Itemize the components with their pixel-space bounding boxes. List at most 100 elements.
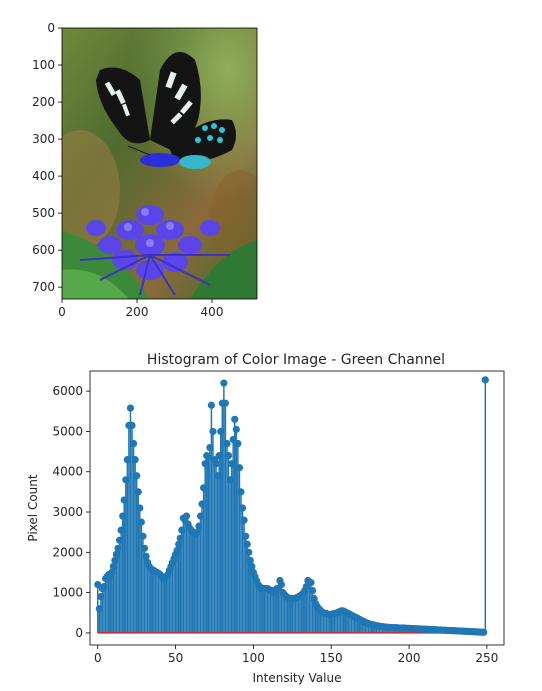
stem-marker — [195, 522, 203, 530]
x-axis-label: Intensity Value — [253, 671, 342, 685]
image-y-tick-label: 200 — [32, 95, 55, 109]
stem-marker — [182, 512, 191, 520]
y-tick-label: 0 — [75, 626, 83, 640]
stem-marker — [217, 427, 225, 436]
stem-marker — [112, 550, 121, 558]
stem-marker — [126, 404, 135, 412]
stem-marker — [95, 605, 103, 613]
image-x-tick-label: 0 — [58, 305, 66, 319]
stem-marker — [115, 536, 124, 544]
x-tick-label: 0 — [94, 651, 102, 665]
stem-marker — [232, 425, 240, 434]
stem-marker — [207, 401, 215, 409]
stem-marker — [97, 593, 105, 601]
y-tick-label: 2000 — [52, 545, 83, 559]
stem-marker — [142, 552, 150, 560]
stem-marker — [240, 516, 248, 524]
stem-marker — [224, 452, 233, 460]
stem-marker — [178, 526, 186, 534]
stem-marker — [220, 379, 228, 387]
stem-marker — [223, 439, 231, 448]
stem-marker — [193, 528, 201, 536]
stem-marker — [221, 399, 230, 407]
x-tick-label: 200 — [398, 651, 421, 665]
image-y-tick-label: 0 — [47, 21, 55, 35]
stem-marker — [206, 443, 214, 452]
plot-frame — [89, 370, 505, 646]
image-y-axis: 0 100 200 300 400 500 600 700 — [32, 21, 62, 294]
stem-marker — [137, 518, 145, 526]
stem-marker — [114, 544, 122, 552]
stem-marker — [235, 464, 244, 472]
x-tick-label: 250 — [475, 651, 498, 665]
stem-marker — [176, 534, 184, 542]
stem-marker — [238, 504, 247, 512]
stem-marker — [109, 562, 117, 571]
stem-marker — [111, 556, 119, 564]
stem-series — [97, 379, 487, 633]
stem-marker — [234, 439, 242, 448]
image-y-tick-label: 700 — [32, 280, 55, 294]
stem-marker — [215, 452, 223, 460]
stem-marker — [134, 488, 142, 496]
image-y-tick-label: 400 — [32, 169, 55, 183]
stem-marker — [122, 476, 130, 484]
stem-marker — [200, 484, 208, 492]
y-axis-label: Pixel Count — [26, 474, 40, 542]
stem-marker — [237, 488, 245, 496]
histogram-chart: Histogram of Color Image - Green Channel… — [26, 352, 505, 685]
x-tick-label: 100 — [242, 651, 265, 665]
stem-marker — [308, 587, 317, 595]
stem-marker — [173, 546, 181, 554]
image-x-tick-label: 400 — [201, 305, 224, 319]
stem-marker — [129, 439, 138, 448]
y-tick-label: 6000 — [52, 384, 83, 398]
image-y-tick-label: 600 — [32, 243, 55, 257]
stem-markers — [94, 376, 489, 636]
y-axis: 0 1000 2000 3000 4000 5000 6000 — [52, 384, 90, 640]
stem-marker — [248, 562, 256, 571]
stem-marker — [108, 568, 116, 577]
stem-marker — [209, 427, 217, 436]
stem-marker — [481, 376, 489, 384]
stem-marker — [119, 512, 127, 520]
y-tick-label: 5000 — [52, 424, 83, 438]
stem-marker — [307, 578, 315, 587]
y-tick-label: 1000 — [52, 586, 83, 600]
stem-marker — [120, 496, 128, 504]
image-y-tick-label: 100 — [32, 58, 55, 72]
y-tick-label: 4000 — [52, 465, 83, 479]
stem-marker — [140, 544, 149, 552]
stem-marker — [229, 435, 237, 444]
stem-marker — [139, 532, 147, 540]
stem-marker — [201, 460, 209, 468]
stem-marker — [242, 532, 250, 540]
stem-marker — [131, 456, 139, 464]
butterfly-image — [62, 28, 257, 299]
x-axis: 0 50 100 150 200 250 — [94, 645, 498, 665]
stem-marker — [123, 456, 131, 464]
stem-marker — [204, 454, 212, 462]
stem-marker — [480, 628, 488, 636]
stem-marker — [231, 415, 239, 423]
stem-marker — [246, 556, 254, 564]
x-tick-label: 150 — [320, 651, 343, 665]
image-y-tick-label: 300 — [32, 132, 55, 146]
image-y-tick-label: 500 — [32, 206, 55, 220]
stem-marker — [175, 540, 183, 548]
stem-marker — [136, 504, 144, 512]
image-x-axis: 0 200 400 — [58, 299, 223, 319]
stem-marker — [128, 421, 136, 429]
stem-marker — [245, 548, 253, 556]
stem-marker — [100, 582, 108, 591]
stem-marker — [117, 526, 125, 534]
stem-marker — [94, 580, 102, 589]
stem-marker — [196, 512, 205, 520]
stem-marker — [277, 580, 286, 589]
chart-title: Histogram of Color Image - Green Channel — [147, 352, 445, 368]
stem-marker — [228, 460, 236, 468]
stem-marker — [243, 540, 251, 548]
y-tick-label: 3000 — [52, 505, 83, 519]
stem-marker — [226, 476, 234, 484]
